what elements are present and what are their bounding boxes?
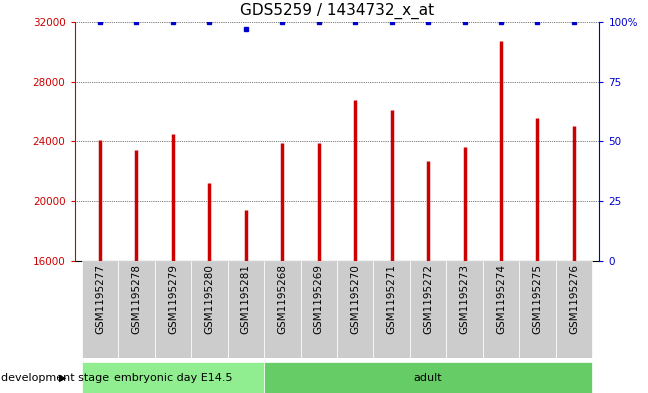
Bar — [410, 261, 446, 358]
Text: GSM1195276: GSM1195276 — [569, 264, 579, 334]
Text: GSM1195271: GSM1195271 — [387, 264, 397, 334]
Text: GSM1195270: GSM1195270 — [350, 264, 360, 334]
Bar — [337, 261, 373, 358]
Bar — [373, 261, 410, 358]
Title: GDS5259 / 1434732_x_at: GDS5259 / 1434732_x_at — [240, 3, 434, 19]
Bar — [264, 261, 301, 358]
Text: GSM1195268: GSM1195268 — [277, 264, 287, 334]
Text: GSM1195272: GSM1195272 — [423, 264, 433, 334]
Text: GSM1195278: GSM1195278 — [132, 264, 141, 334]
Bar — [119, 261, 155, 358]
Bar — [446, 261, 483, 358]
Text: GSM1195277: GSM1195277 — [95, 264, 105, 334]
Text: development stage: development stage — [1, 373, 110, 383]
Bar — [264, 362, 592, 393]
Text: GSM1195279: GSM1195279 — [168, 264, 178, 334]
Text: GSM1195281: GSM1195281 — [241, 264, 251, 334]
Bar — [556, 261, 592, 358]
Text: GSM1195280: GSM1195280 — [204, 264, 214, 334]
Text: GSM1195269: GSM1195269 — [314, 264, 324, 334]
Text: GSM1195275: GSM1195275 — [533, 264, 542, 334]
Text: adult: adult — [414, 373, 443, 383]
Bar — [227, 261, 264, 358]
Text: GSM1195274: GSM1195274 — [496, 264, 506, 334]
Bar — [82, 362, 264, 393]
Text: GSM1195273: GSM1195273 — [459, 264, 470, 334]
Bar — [301, 261, 337, 358]
Bar — [155, 261, 191, 358]
Bar — [191, 261, 227, 358]
Text: ▶: ▶ — [59, 373, 67, 383]
Bar — [82, 261, 118, 358]
Text: embryonic day E14.5: embryonic day E14.5 — [113, 373, 232, 383]
Bar — [483, 261, 519, 358]
Bar — [519, 261, 556, 358]
